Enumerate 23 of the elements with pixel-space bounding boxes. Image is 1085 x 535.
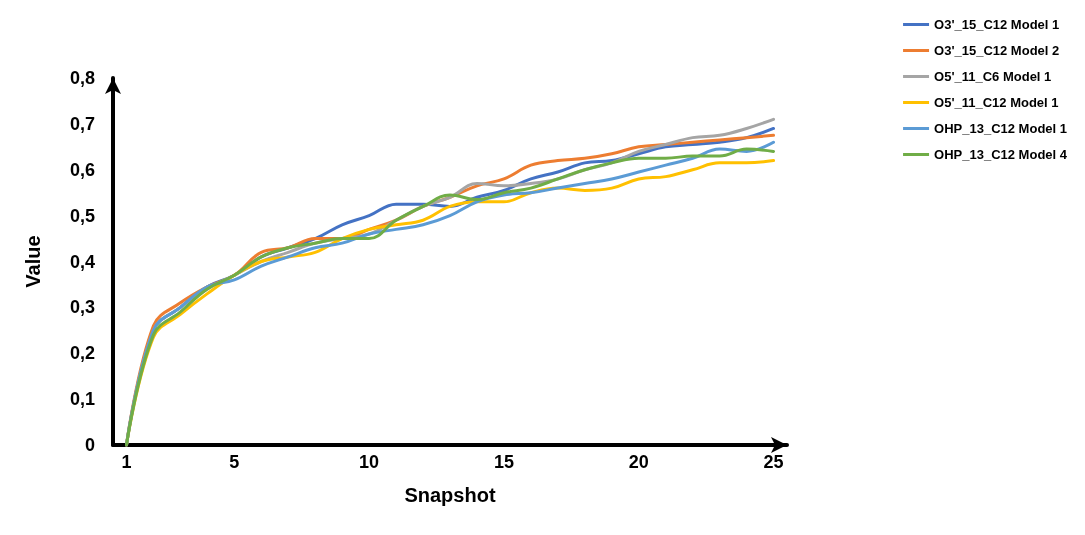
x-tick-label: 25 bbox=[763, 452, 784, 472]
legend-label: O3'_15_C12 Model 1 bbox=[934, 17, 1060, 32]
y-tick-label: 0,5 bbox=[69, 205, 95, 226]
y-tick-label: 0,2 bbox=[69, 343, 95, 364]
x-axis-title: Snapshot bbox=[404, 484, 496, 506]
x-tick-label: 5 bbox=[229, 452, 240, 472]
y-tick-label: 0,3 bbox=[69, 297, 95, 318]
legend-label: O3'_15_C12 Model 2 bbox=[934, 43, 1060, 58]
legend-label: OHP_13_C12 Model 1 bbox=[934, 121, 1068, 136]
legend-label: O5'_11_C12 Model 1 bbox=[934, 95, 1059, 110]
y-tick-label: 0,6 bbox=[69, 159, 95, 180]
legend-label: OHP_13_C12 Model 4 bbox=[934, 147, 1068, 162]
y-tick-label: 0,4 bbox=[69, 251, 95, 272]
y-tick-label: 0,7 bbox=[69, 113, 95, 134]
y-tick-label: 0 bbox=[84, 435, 95, 455]
y-axis-title: Value bbox=[22, 235, 44, 288]
y-tick-label: 0,8 bbox=[69, 68, 95, 88]
x-tick-label: 15 bbox=[493, 452, 514, 472]
x-tick-label: 20 bbox=[628, 452, 649, 472]
x-tick-label: 1 bbox=[121, 452, 132, 472]
legend-label: O5'_11_C6 Model 1 bbox=[934, 69, 1052, 84]
y-tick-label: 0,1 bbox=[69, 389, 95, 410]
x-tick-label: 10 bbox=[359, 452, 380, 472]
